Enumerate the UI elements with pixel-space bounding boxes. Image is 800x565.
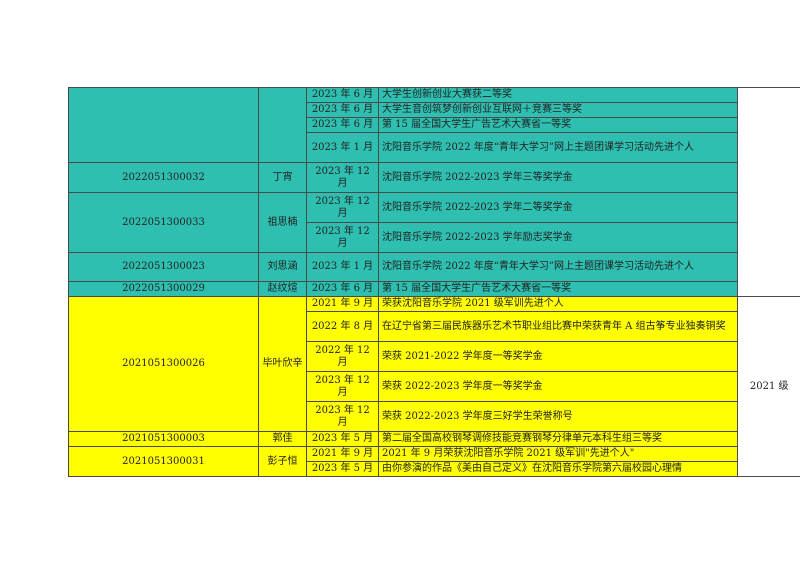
student-id: 2021051300003 [68,431,259,447]
student-name: 丁宵 [258,162,307,193]
student-name: 赵纹煊 [258,281,307,297]
award-date: 2023 年 12 月 [306,371,379,402]
award-description: 第 15 届全国大学生广告艺术大赛省一等奖 [378,281,738,297]
award-date: 2023 年 12 月 [306,162,379,193]
award-date: 2023 年 6 月 [306,117,379,133]
award-description: 第二届全国高校钢琴调修技能竞赛钢琴分律单元本科生组三等奖 [378,431,738,447]
award-date: 2023 年 12 月 [306,401,379,432]
award-date: 2023 年 1 月 [306,132,379,163]
award-description: 在辽宁省第三届民族器乐艺术节职业组比赛中荣获青年 A 组古筝专业独奏铜奖 [378,311,738,342]
student-id: 2021051300031 [68,446,259,477]
table-row: 2023 年 12 月沈阳音乐学院 2022-2023 学年励志奖学金 [69,222,800,253]
student-id: 2022051300029 [68,281,259,297]
student-id [68,87,259,163]
grade-label [737,87,800,297]
award-description: 荣获 2021-2022 学年度一等奖学金 [378,341,738,372]
award-description: 由你参演的作品《美由自己定义》在沈阳音乐学院第六届校园心理情 [378,461,738,477]
award-date: 2023 年 6 月 [306,102,379,118]
table-row: 2023 年 12 月荣获 2022-2023 学年度一等奖学金 [69,371,800,402]
student-id: 2022051300033 [68,192,259,253]
awards-table: 2023 年 6 月大学生创新创业大赛获二等奖 2023 年 6 月大学生音创筑梦… [68,87,800,477]
table-row: 2022051300023 刘思涵 2023 年 1 月沈阳音乐学院 2022 年度… [68,252,800,282]
student-name: 毕叶欣辛 [258,296,307,432]
award-description: 大学生创新创业大赛获二等奖 [378,87,738,103]
award-date: 2021 年 9 月 [306,296,379,312]
award-description: 荣获 2022-2023 学年度三好学生荣誉称号 [378,401,738,432]
award-description: 沈阳音乐学院 2022-2023 学年三等奖学金 [378,162,738,193]
grade-label: 2021 级 [737,296,800,477]
table-row: 2022051300033 祖思楠 2023 年 12 月沈阳音乐学院 2022-2… [68,192,800,253]
award-description: 沈阳音乐学院 2022-2023 学年二等奖学金 [378,192,738,223]
table-row: 2022051300032 丁宵 2023 年 12 月沈阳音乐学院 2022-20… [68,162,800,193]
award-date: 2023 年 12 月 [306,192,379,223]
award-description: 第 15 届全国大学生广告艺术大赛省一等奖 [378,117,738,133]
student-name: 祖思楠 [258,192,307,253]
student-id: 2022051300023 [68,252,259,282]
student-id: 2022051300032 [68,162,259,193]
table-row: 2022 年 8 月在辽宁省第三届民族器乐艺术节职业组比赛中荣获青年 A 组古筝… [69,311,800,342]
table-row: 2023 年 5 月由你参演的作品《美由自己定义》在沈阳音乐学院第六届校园心理情 [69,461,800,477]
award-date: 2023 年 5 月 [306,431,379,447]
table-row: 2023 年 6 月大学生创新创业大赛获二等奖 [68,87,800,297]
award-description: 荣获沈阳音乐学院 2021 级军训先进个人 [378,296,738,312]
award-date: 2023 年 6 月 [306,281,379,297]
award-date: 2023 年 12 月 [306,222,379,253]
student-name: 彭子恒 [258,446,307,477]
table-row: 2021051300003 郭佳 2023 年 5 月第二届全国高校钢琴调修技能竞赛… [68,431,800,447]
award-description: 沈阳音乐学院 2022 年度“青年大学习”网上主题团课学习活动先进个人 [378,252,738,282]
award-description: 沈阳音乐学院 2022-2023 学年励志奖学金 [378,222,738,253]
table-row: 2022051300029 赵纹煊 2023 年 6 月第 15 届全国大学生广告艺… [68,281,800,297]
award-description: 荣获 2022-2023 学年度一等奖学金 [378,371,738,402]
student-name [258,87,307,163]
award-date: 2021 年 9 月 [306,446,379,462]
student-name: 刘思涵 [258,252,307,282]
student-name: 郭佳 [258,431,307,447]
table-row: 2023 年 6 月大学生音创筑梦创新创业互联网＋竞赛三等奖 [69,102,800,118]
table-row: 2022 年 12 月荣获 2021-2022 学年度一等奖学金 [69,341,800,372]
award-date: 2022 年 8 月 [306,311,379,342]
award-description: 沈阳音乐学院 2022 年度“青年大学习”网上主题团课学习活动先进个人 [378,132,738,163]
table-row: 2021051300026 毕叶欣辛 2021 年 9 月荣获沈阳音乐学院 2021… [68,296,800,477]
award-date: 2023 年 5 月 [306,461,379,477]
table-row: 2021051300031 彭子恒 2021 年 9 月 2021 年 9 月荣获沈阳… [68,446,800,477]
award-description: 大学生音创筑梦创新创业互联网＋竞赛三等奖 [378,102,738,118]
table-row: 2023 年 1 月沈阳音乐学院 2022 年度“青年大学习”网上主题团课学习活… [69,132,800,163]
award-date: 2023 年 1 月 [306,252,379,282]
award-date: 2022 年 12 月 [306,341,379,372]
student-id: 2021051300026 [68,296,259,432]
award-description: 2021 年 9 月荣获沈阳音乐学院 2021 级军训"先进个人" [378,446,738,462]
award-date: 2023 年 6 月 [306,87,379,103]
